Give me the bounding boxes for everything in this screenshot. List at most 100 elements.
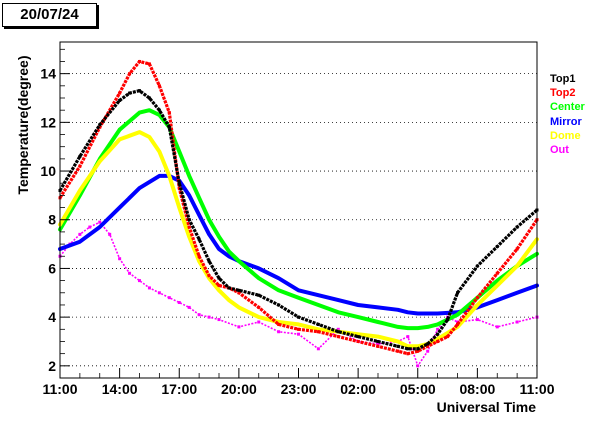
data-point-top2 xyxy=(277,322,281,326)
data-point-top1 xyxy=(416,347,420,351)
data-point-top1 xyxy=(436,332,440,336)
legend-entry-top1: Top1 xyxy=(550,73,576,85)
data-point-top2 xyxy=(436,339,440,343)
data-point-top1 xyxy=(426,342,430,346)
data-point-out xyxy=(406,335,410,339)
data-point-out xyxy=(138,279,141,283)
data-point-out xyxy=(495,325,499,329)
data-point-top2 xyxy=(237,291,241,295)
y-tick-label: 12 xyxy=(40,114,56,130)
data-point-top2 xyxy=(257,305,261,309)
data-point-out xyxy=(277,330,281,334)
data-point-top2 xyxy=(356,339,360,343)
data-point-top1 xyxy=(475,264,479,268)
data-point-top1 xyxy=(257,293,261,297)
data-point-out xyxy=(128,271,132,275)
data-point-top1 xyxy=(406,347,410,351)
data-point-top1 xyxy=(446,318,450,322)
data-point-out xyxy=(118,257,122,261)
y-tick-label: 2 xyxy=(48,358,56,374)
data-point-top1 xyxy=(356,335,360,339)
data-point-top2 xyxy=(147,62,151,66)
date-label: 20/07/24 xyxy=(2,3,97,27)
data-point-top1 xyxy=(197,237,201,241)
data-point-out xyxy=(376,342,380,346)
data-point-out xyxy=(237,325,241,329)
data-point-out xyxy=(157,291,161,295)
data-point-top1 xyxy=(227,286,231,290)
data-point-out xyxy=(336,327,340,331)
data-point-out xyxy=(207,315,211,319)
data-point-top2 xyxy=(316,330,320,334)
data-point-top1 xyxy=(217,276,221,280)
data-point-top1 xyxy=(297,315,300,319)
data-point-out xyxy=(88,225,92,229)
y-axis-label: Temperature(degree) xyxy=(15,55,31,195)
x-tick-label: 14:00 xyxy=(102,381,138,397)
data-point-out xyxy=(217,318,221,322)
y-tick-label: 14 xyxy=(40,66,56,82)
data-point-top2 xyxy=(406,352,410,356)
data-point-top2 xyxy=(416,349,420,353)
x-tick-label: 11:00 xyxy=(519,381,554,397)
y-tick-label: 4 xyxy=(48,309,56,325)
data-point-top1 xyxy=(118,98,122,102)
data-point-top2 xyxy=(187,225,191,229)
data-point-out xyxy=(147,286,151,290)
data-point-top1 xyxy=(515,225,519,229)
legend-entry-mirror: Mirror xyxy=(550,115,582,128)
data-point-top1 xyxy=(138,89,141,93)
x-tick-label: 20:00 xyxy=(221,381,257,397)
data-point-out xyxy=(426,349,430,353)
data-point-top2 xyxy=(118,91,122,95)
data-point-top1 xyxy=(167,125,171,129)
data-point-top2 xyxy=(456,322,459,326)
data-point-top2 xyxy=(336,335,340,339)
data-point-top1 xyxy=(376,339,380,343)
series-trace-out xyxy=(59,221,538,367)
data-point-out xyxy=(297,332,300,336)
data-point-top1 xyxy=(177,181,181,185)
data-point-top1 xyxy=(456,291,459,295)
y-tick-label: 8 xyxy=(48,212,56,228)
x-tick-label: 02:00 xyxy=(340,381,376,397)
data-point-top1 xyxy=(237,288,241,292)
data-point-out xyxy=(108,232,112,236)
series-out xyxy=(58,220,539,368)
data-point-out xyxy=(515,320,519,324)
x-tick-label: 17:00 xyxy=(161,381,197,397)
data-point-top1 xyxy=(157,108,161,112)
y-tick-label: 6 xyxy=(48,260,56,276)
x-tick-label: 23:00 xyxy=(281,381,317,397)
data-point-top1 xyxy=(207,259,211,263)
data-point-out xyxy=(177,301,181,305)
series-trace-top2 xyxy=(58,59,539,356)
data-point-out xyxy=(197,313,201,317)
legend-entry-dome: Dome xyxy=(550,129,581,142)
data-point-top2 xyxy=(515,247,519,251)
y-tick-label: 10 xyxy=(40,163,56,179)
data-point-top1 xyxy=(336,330,340,334)
data-point-top2 xyxy=(207,274,211,278)
data-point-top1 xyxy=(128,91,132,95)
series-top2 xyxy=(58,59,539,356)
data-point-top2 xyxy=(495,271,499,275)
data-point-out xyxy=(416,364,420,368)
legend-entry-top2: Top2 xyxy=(550,87,576,100)
data-point-top1 xyxy=(277,303,281,307)
axis-ticks: 2 4 6 8 10 12 14 11:00 14:00 17:00 20:00 23:00 02:00… xyxy=(40,48,555,397)
x-tick-label: 11:00 xyxy=(42,381,77,397)
data-point-out xyxy=(257,320,261,324)
data-point-top2 xyxy=(157,84,161,88)
x-tick-label: 05:00 xyxy=(400,381,436,397)
legend: Top1 Top2 Center Mirror Dome Out xyxy=(550,72,596,157)
series-line-mirror xyxy=(58,173,539,316)
data-point-top1 xyxy=(187,218,191,222)
data-point-top1 xyxy=(98,123,102,127)
data-point-top2 xyxy=(197,254,201,258)
data-point-top2 xyxy=(475,296,479,300)
data-point-top2 xyxy=(396,349,400,353)
legend-entry-center: Center xyxy=(550,101,585,114)
series-top1 xyxy=(58,89,539,351)
